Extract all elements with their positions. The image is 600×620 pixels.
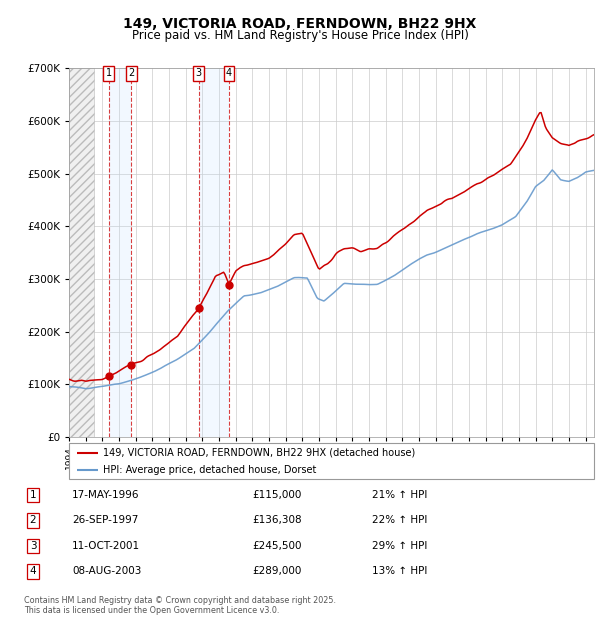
Text: 11-OCT-2001: 11-OCT-2001 xyxy=(72,541,140,551)
FancyBboxPatch shape xyxy=(69,443,594,479)
Text: 29% ↑ HPI: 29% ↑ HPI xyxy=(372,541,427,551)
Text: 4: 4 xyxy=(29,566,37,577)
Text: 21% ↑ HPI: 21% ↑ HPI xyxy=(372,490,427,500)
Text: 08-AUG-2003: 08-AUG-2003 xyxy=(72,566,142,577)
Bar xyxy=(199,68,229,437)
Text: 149, VICTORIA ROAD, FERNDOWN, BH22 9HX (detached house): 149, VICTORIA ROAD, FERNDOWN, BH22 9HX (… xyxy=(103,448,415,458)
Text: Contains HM Land Registry data © Crown copyright and database right 2025.
This d: Contains HM Land Registry data © Crown c… xyxy=(24,596,336,615)
Text: 2: 2 xyxy=(29,515,37,526)
Text: 3: 3 xyxy=(29,541,37,551)
Text: 149, VICTORIA ROAD, FERNDOWN, BH22 9HX: 149, VICTORIA ROAD, FERNDOWN, BH22 9HX xyxy=(124,17,476,32)
Text: HPI: Average price, detached house, Dorset: HPI: Average price, detached house, Dors… xyxy=(103,464,317,475)
Text: 22% ↑ HPI: 22% ↑ HPI xyxy=(372,515,427,526)
Text: 2: 2 xyxy=(128,68,134,78)
Text: £136,308: £136,308 xyxy=(252,515,302,526)
Text: 1: 1 xyxy=(106,68,112,78)
Text: £245,500: £245,500 xyxy=(252,541,302,551)
Text: Price paid vs. HM Land Registry's House Price Index (HPI): Price paid vs. HM Land Registry's House … xyxy=(131,29,469,42)
Text: 3: 3 xyxy=(196,68,202,78)
Text: 26-SEP-1997: 26-SEP-1997 xyxy=(72,515,139,526)
Text: £115,000: £115,000 xyxy=(252,490,301,500)
Text: 13% ↑ HPI: 13% ↑ HPI xyxy=(372,566,427,577)
Text: £289,000: £289,000 xyxy=(252,566,301,577)
Text: 4: 4 xyxy=(226,68,232,78)
Bar xyxy=(109,68,131,437)
Text: 1: 1 xyxy=(29,490,37,500)
Text: 17-MAY-1996: 17-MAY-1996 xyxy=(72,490,139,500)
